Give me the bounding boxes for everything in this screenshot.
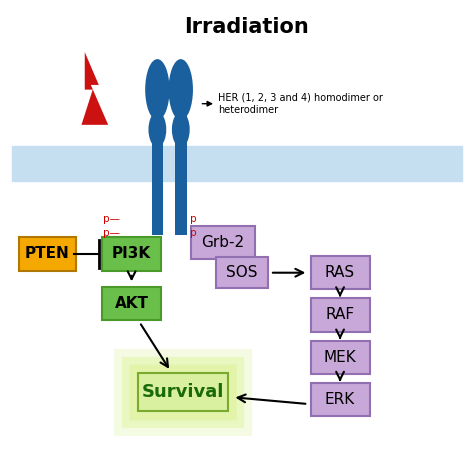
FancyBboxPatch shape bbox=[310, 341, 370, 374]
Text: p: p bbox=[190, 228, 197, 238]
Text: HER (1, 2, 3 and 4) homodimer or
heterodimer: HER (1, 2, 3 and 4) homodimer or heterod… bbox=[218, 92, 383, 115]
FancyBboxPatch shape bbox=[216, 257, 268, 288]
FancyBboxPatch shape bbox=[19, 238, 76, 271]
Text: PI3K: PI3K bbox=[112, 247, 151, 261]
Text: AKT: AKT bbox=[115, 296, 149, 311]
FancyBboxPatch shape bbox=[138, 373, 228, 411]
Ellipse shape bbox=[145, 59, 170, 120]
FancyBboxPatch shape bbox=[152, 66, 163, 235]
Text: MEK: MEK bbox=[324, 350, 356, 365]
FancyBboxPatch shape bbox=[102, 286, 161, 320]
Text: p: p bbox=[190, 214, 197, 224]
Text: p—: p— bbox=[103, 214, 120, 224]
Polygon shape bbox=[82, 52, 108, 125]
FancyBboxPatch shape bbox=[122, 357, 244, 428]
Ellipse shape bbox=[172, 112, 190, 147]
FancyBboxPatch shape bbox=[310, 298, 370, 332]
Text: p—: p— bbox=[103, 228, 120, 238]
FancyBboxPatch shape bbox=[114, 349, 252, 436]
Text: ERK: ERK bbox=[325, 392, 355, 407]
FancyBboxPatch shape bbox=[129, 364, 237, 420]
Text: SOS: SOS bbox=[226, 265, 257, 280]
FancyBboxPatch shape bbox=[310, 383, 370, 416]
Text: PTEN: PTEN bbox=[25, 247, 70, 261]
Text: RAS: RAS bbox=[325, 265, 355, 280]
FancyBboxPatch shape bbox=[102, 238, 161, 271]
Text: Grb-2: Grb-2 bbox=[201, 235, 245, 250]
Text: RAF: RAF bbox=[326, 307, 355, 323]
FancyBboxPatch shape bbox=[310, 256, 370, 289]
Text: Irradiation: Irradiation bbox=[184, 17, 309, 37]
Ellipse shape bbox=[148, 112, 166, 147]
Ellipse shape bbox=[169, 59, 193, 120]
FancyBboxPatch shape bbox=[175, 66, 187, 235]
FancyBboxPatch shape bbox=[12, 146, 462, 181]
FancyBboxPatch shape bbox=[191, 226, 255, 259]
Text: Survival: Survival bbox=[142, 383, 224, 401]
